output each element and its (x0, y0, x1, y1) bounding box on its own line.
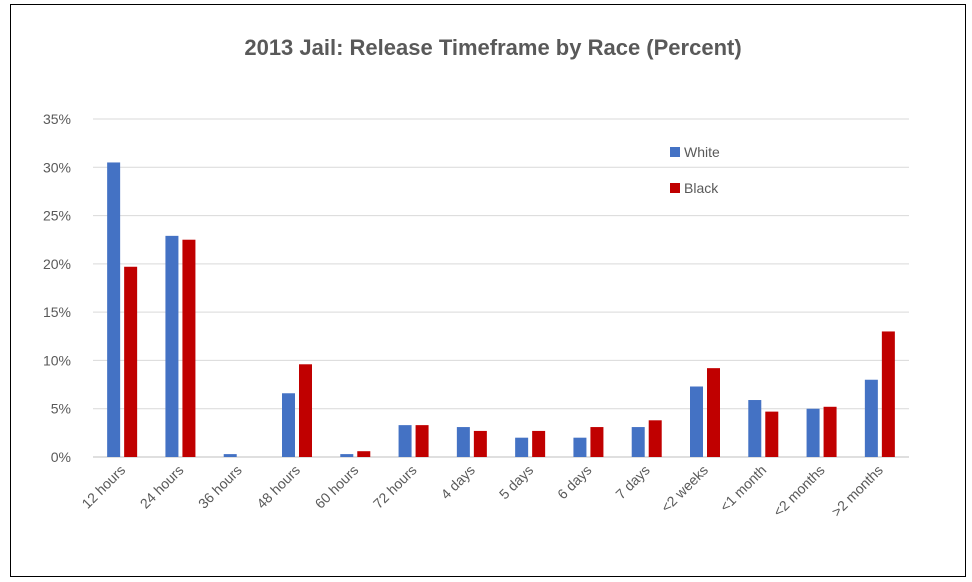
y-tick-label: 15% (43, 304, 71, 320)
bar-white (748, 400, 762, 457)
x-tick-label: 72 hours (370, 462, 420, 512)
x-tick-label: 4 days (437, 462, 477, 502)
legend-swatch-black (670, 183, 680, 193)
y-tick-label: 10% (43, 352, 71, 368)
x-tick-label: <2 weeks (658, 462, 711, 515)
gridlines (93, 118, 909, 458)
x-tick-label: <1 month (717, 462, 770, 515)
bar-black (357, 451, 371, 457)
bar-white (223, 454, 237, 457)
bar-black (707, 368, 720, 457)
x-tick-label: 5 days (496, 462, 536, 502)
y-tick-label: 20% (43, 256, 71, 272)
bar-black (473, 430, 487, 457)
y-axis-ticks: 0% 5% 10% 15% 20% 25% 30% 35% (43, 111, 71, 465)
bar-black (823, 406, 837, 457)
bar-black (590, 427, 604, 457)
bar-white (515, 437, 529, 457)
bar-white (398, 425, 412, 457)
bar-white (690, 386, 703, 457)
chart-svg: 2013 Jail: Release Timeframe by Race (Pe… (43, 35, 909, 520)
bar-white (864, 379, 878, 457)
legend: White Black (670, 144, 720, 196)
x-tick-label: >2 months (828, 462, 886, 520)
x-tick-label: 24 hours (137, 462, 187, 512)
x-axis-ticks: 12 hours 24 hours 36 hours 48 hours 60 hours… (78, 462, 886, 520)
bar-white (573, 437, 587, 457)
bar-white (806, 408, 820, 457)
bar-black (299, 364, 312, 457)
bar-white (165, 235, 179, 457)
y-tick-label: 25% (43, 208, 71, 224)
bar-black (182, 239, 196, 457)
x-tick-label: 7 days (612, 462, 652, 502)
bar-black (124, 266, 138, 457)
y-tick-label: 0% (51, 449, 71, 465)
chart-frame: 2013 Jail: Release Timeframe by Race (Pe… (10, 4, 966, 577)
bar-black (415, 425, 429, 457)
legend-label-black: Black (684, 180, 719, 196)
bar-black (765, 411, 779, 457)
bar-black (648, 420, 662, 457)
y-tick-label: 30% (43, 159, 71, 175)
bar-black (881, 331, 895, 457)
x-tick-label: 36 hours (195, 462, 245, 512)
x-tick-label: <2 months (770, 462, 828, 520)
bars (107, 162, 895, 457)
x-tick-label: 48 hours (253, 462, 303, 512)
bar-white (282, 393, 295, 457)
y-tick-label: 5% (51, 401, 71, 417)
legend-swatch-white (670, 147, 680, 157)
bar-white (631, 427, 645, 457)
y-tick-label: 35% (43, 111, 71, 127)
legend-label-white: White (684, 144, 720, 160)
x-tick-label: 6 days (554, 462, 594, 502)
bar-black (532, 430, 546, 457)
chart-title: 2013 Jail: Release Timeframe by Race (Pe… (244, 35, 741, 60)
x-tick-label: 12 hours (78, 462, 128, 512)
bar-white (107, 162, 121, 457)
x-tick-label: 60 hours (312, 462, 362, 512)
bar-white (456, 427, 470, 457)
bar-white (340, 454, 354, 457)
